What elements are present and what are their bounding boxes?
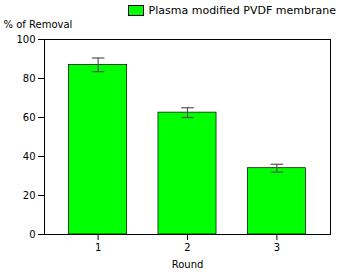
svg-text:80: 80 bbox=[23, 73, 36, 84]
svg-text:1: 1 bbox=[95, 242, 101, 253]
svg-text:100: 100 bbox=[16, 34, 35, 45]
svg-text:0: 0 bbox=[29, 229, 35, 240]
svg-text:3: 3 bbox=[274, 242, 280, 253]
svg-text:40: 40 bbox=[23, 151, 36, 162]
svg-text:Round: Round bbox=[172, 259, 204, 270]
svg-text:60: 60 bbox=[23, 112, 36, 123]
svg-text:2: 2 bbox=[184, 242, 190, 253]
svg-text:20: 20 bbox=[23, 190, 36, 201]
html-text:Plasma modified PVDF membrane: Plasma modified PVDF membrane bbox=[148, 4, 336, 17]
svg-text:% of Removal: % of Removal bbox=[4, 19, 73, 30]
